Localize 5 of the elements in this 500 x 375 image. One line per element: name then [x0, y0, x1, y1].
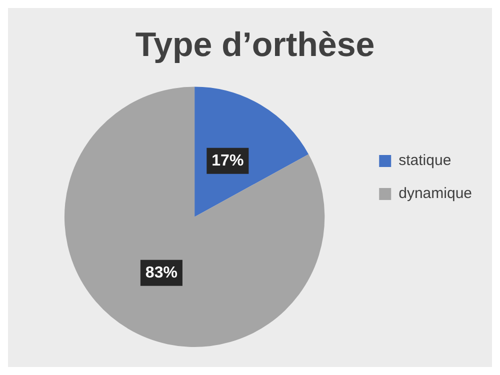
legend-label: statique [398, 152, 452, 170]
chart-title: Type d’orthèse [135, 26, 375, 64]
legend-label: dynamique [398, 185, 472, 202]
data-label: 83% [145, 264, 178, 282]
data-label: 17% [212, 152, 244, 170]
